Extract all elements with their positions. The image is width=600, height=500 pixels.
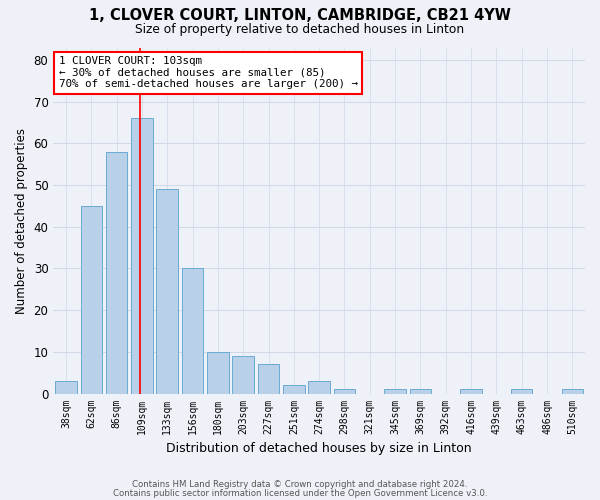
- Bar: [232, 356, 254, 394]
- X-axis label: Distribution of detached houses by size in Linton: Distribution of detached houses by size …: [166, 442, 472, 455]
- Bar: [80, 206, 102, 394]
- Bar: [258, 364, 279, 394]
- Bar: [308, 381, 330, 394]
- Text: Contains public sector information licensed under the Open Government Licence v3: Contains public sector information licen…: [113, 490, 487, 498]
- Text: 1, CLOVER COURT, LINTON, CAMBRIDGE, CB21 4YW: 1, CLOVER COURT, LINTON, CAMBRIDGE, CB21…: [89, 8, 511, 22]
- Bar: [55, 381, 77, 394]
- Bar: [157, 190, 178, 394]
- Bar: [207, 352, 229, 394]
- Bar: [106, 152, 127, 394]
- Bar: [562, 390, 583, 394]
- Text: 1 CLOVER COURT: 103sqm
← 30% of detached houses are smaller (85)
70% of semi-det: 1 CLOVER COURT: 103sqm ← 30% of detached…: [59, 56, 358, 90]
- Y-axis label: Number of detached properties: Number of detached properties: [15, 128, 28, 314]
- Bar: [410, 390, 431, 394]
- Bar: [283, 385, 305, 394]
- Text: Contains HM Land Registry data © Crown copyright and database right 2024.: Contains HM Land Registry data © Crown c…: [132, 480, 468, 489]
- Bar: [385, 390, 406, 394]
- Bar: [334, 390, 355, 394]
- Bar: [511, 390, 532, 394]
- Text: Size of property relative to detached houses in Linton: Size of property relative to detached ho…: [136, 22, 464, 36]
- Bar: [182, 268, 203, 394]
- Bar: [460, 390, 482, 394]
- Bar: [131, 118, 152, 394]
